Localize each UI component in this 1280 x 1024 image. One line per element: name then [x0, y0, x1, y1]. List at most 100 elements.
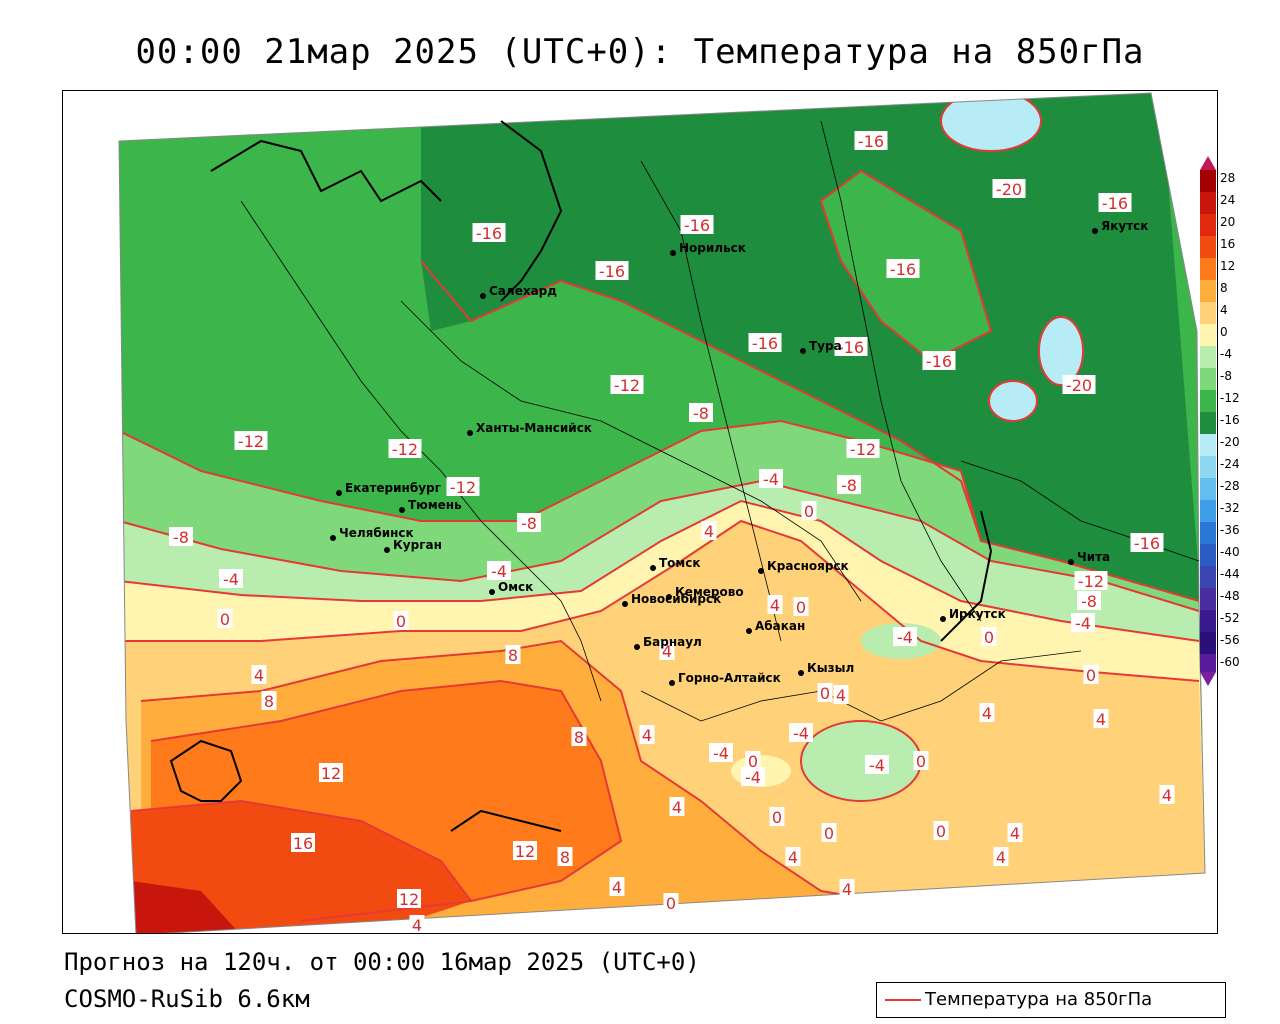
isotherm-lines: [119, 93, 1200, 922]
isotherm-label: 0: [1086, 666, 1096, 685]
city-marker: [634, 644, 640, 650]
isotherm-label: -16: [599, 262, 625, 281]
isotherm-label: 4: [996, 848, 1006, 867]
colorbar-tick: -48: [1220, 589, 1240, 603]
isotherm-label: -4: [713, 744, 729, 763]
isotherm-label: 12: [321, 764, 341, 783]
isotherm-label-bg: [487, 561, 511, 580]
isotherm-label-bg: [817, 683, 833, 702]
city-name: Красноярск: [767, 559, 849, 573]
isotherm-label-bg: [1071, 613, 1095, 632]
colorbar-tick: -16: [1220, 413, 1240, 427]
isotherm-label-bg: [505, 645, 521, 664]
isotherm-label-bg: [1074, 571, 1108, 590]
isotherm-label: -8: [841, 476, 857, 495]
isotherm-label-bg: [1077, 591, 1101, 610]
isotherm-label-bg: [409, 915, 425, 933]
isotherm-label-bg: [846, 439, 880, 458]
isotherm-label: 16: [293, 834, 313, 853]
isotherm-label: -8: [693, 404, 709, 423]
colorbar-tick: -24: [1220, 457, 1240, 471]
isotherm-label: 4: [842, 880, 852, 899]
colorbar-tick: 8: [1220, 281, 1228, 295]
isotherm-label-bg: [981, 627, 997, 646]
colorbar-tick: -32: [1220, 501, 1240, 515]
city-name: Томск: [659, 556, 701, 570]
city-name: Ханты-Мансийск: [476, 421, 592, 435]
isotherm-label-bg: [837, 475, 861, 494]
isotherm-label-bg: [979, 703, 995, 722]
isotherm-label-bg: [217, 609, 233, 628]
map-canvas: -16-16 -16-16 -16-16-20-16 -16-16-20-12-8-1…: [118, 92, 1206, 933]
legend-label: Температура на 850гПа: [925, 989, 1153, 1010]
isotherm-label-bg: [933, 821, 949, 840]
city-name: Кызыл: [807, 661, 854, 675]
isotherm-label: 4: [770, 596, 780, 615]
city-name: Челябинск: [339, 526, 414, 540]
isotherm-label: 0: [916, 752, 926, 771]
isotherm-label-bg: [701, 521, 717, 540]
isotherm-label: -8: [173, 528, 189, 547]
colorbar-tick: -44: [1220, 567, 1240, 581]
isotherm-label: 4: [612, 878, 622, 897]
isotherm-label-bg: [571, 727, 587, 746]
isotherm-label: 0: [220, 610, 230, 629]
isotherm-label-bg: [261, 691, 277, 710]
isotherm-label-bg: [913, 751, 929, 770]
isotherm-label-bg: [759, 469, 783, 488]
isotherm-label: 8: [574, 728, 584, 747]
isotherm-label-bg: [219, 569, 243, 588]
colorbar-tick: -60: [1220, 655, 1240, 669]
colorbar-tick: 28: [1220, 171, 1236, 185]
city-marker: [384, 547, 390, 553]
isotherm-label-bg: [234, 431, 268, 450]
colorbar-tick: 24: [1220, 193, 1236, 207]
city-marker: [399, 507, 405, 513]
isotherm-label: 0: [820, 684, 830, 703]
isotherm-label: 4: [1010, 824, 1020, 843]
isotherm-label-bg: [610, 375, 644, 394]
isotherm-label-bg: [663, 893, 679, 912]
isotherm-label: -20: [996, 180, 1022, 199]
city-name: Екатеринбург: [345, 481, 441, 495]
map-title: 00:00 21мар 2025 (UTC+0): Температура на…: [135, 32, 1145, 72]
isotherm-label: -4: [793, 724, 809, 743]
isotherm-label-bg: [595, 261, 629, 280]
city-marker: [940, 616, 946, 622]
isotherm-label: 4: [642, 726, 652, 745]
colorbar-tick: -4: [1220, 347, 1232, 361]
city-marker: [798, 670, 804, 676]
isotherm-label: -16: [1102, 194, 1128, 213]
colorbar-tick: 0: [1220, 325, 1228, 339]
isotherm-label: -8: [521, 514, 537, 533]
temperature-map: -16 -16 -16 -16 -16 -16 -20 -16 -16 -16 -20 -12 -8 -1…: [62, 90, 1218, 934]
city-marker: [467, 430, 473, 436]
isotherm-label: 0: [772, 808, 782, 827]
coastlines: [169, 120, 993, 832]
isotherm-label: 12: [515, 842, 535, 861]
city-name: Иркутск: [949, 607, 1006, 621]
colorbar-tick: 16: [1220, 237, 1236, 251]
colorbar-tick: -40: [1220, 545, 1240, 559]
isotherm-label: -12: [1078, 572, 1104, 591]
isotherm-label: -16: [890, 260, 916, 279]
isotherm-label-bg: [446, 477, 480, 496]
isotherm-label-bg: [291, 833, 315, 852]
city-name: Якутск: [1101, 219, 1148, 233]
colorbar-tick: 12: [1220, 259, 1236, 273]
forecast-info: Прогноз на 120ч. от 00:00 16мар 2025 (UT…: [64, 948, 700, 976]
isotherm-label: -16: [684, 216, 710, 235]
colorbar-tick: -20: [1220, 435, 1240, 449]
city-marker: [758, 568, 764, 574]
city-name: Курган: [393, 538, 442, 552]
city-name: Новосибирск: [631, 592, 721, 606]
city-marker: [480, 293, 486, 299]
isotherm-label: -16: [858, 132, 884, 151]
isotherm-label: -4: [745, 768, 761, 787]
temperature-fields: [118, 92, 1206, 933]
city-name: Тюмень: [408, 498, 462, 512]
city-marker: [669, 680, 675, 686]
field-20: [131, 881, 241, 933]
isotherm-label: -4: [763, 470, 779, 489]
colorbar-tick: -12: [1220, 391, 1240, 405]
